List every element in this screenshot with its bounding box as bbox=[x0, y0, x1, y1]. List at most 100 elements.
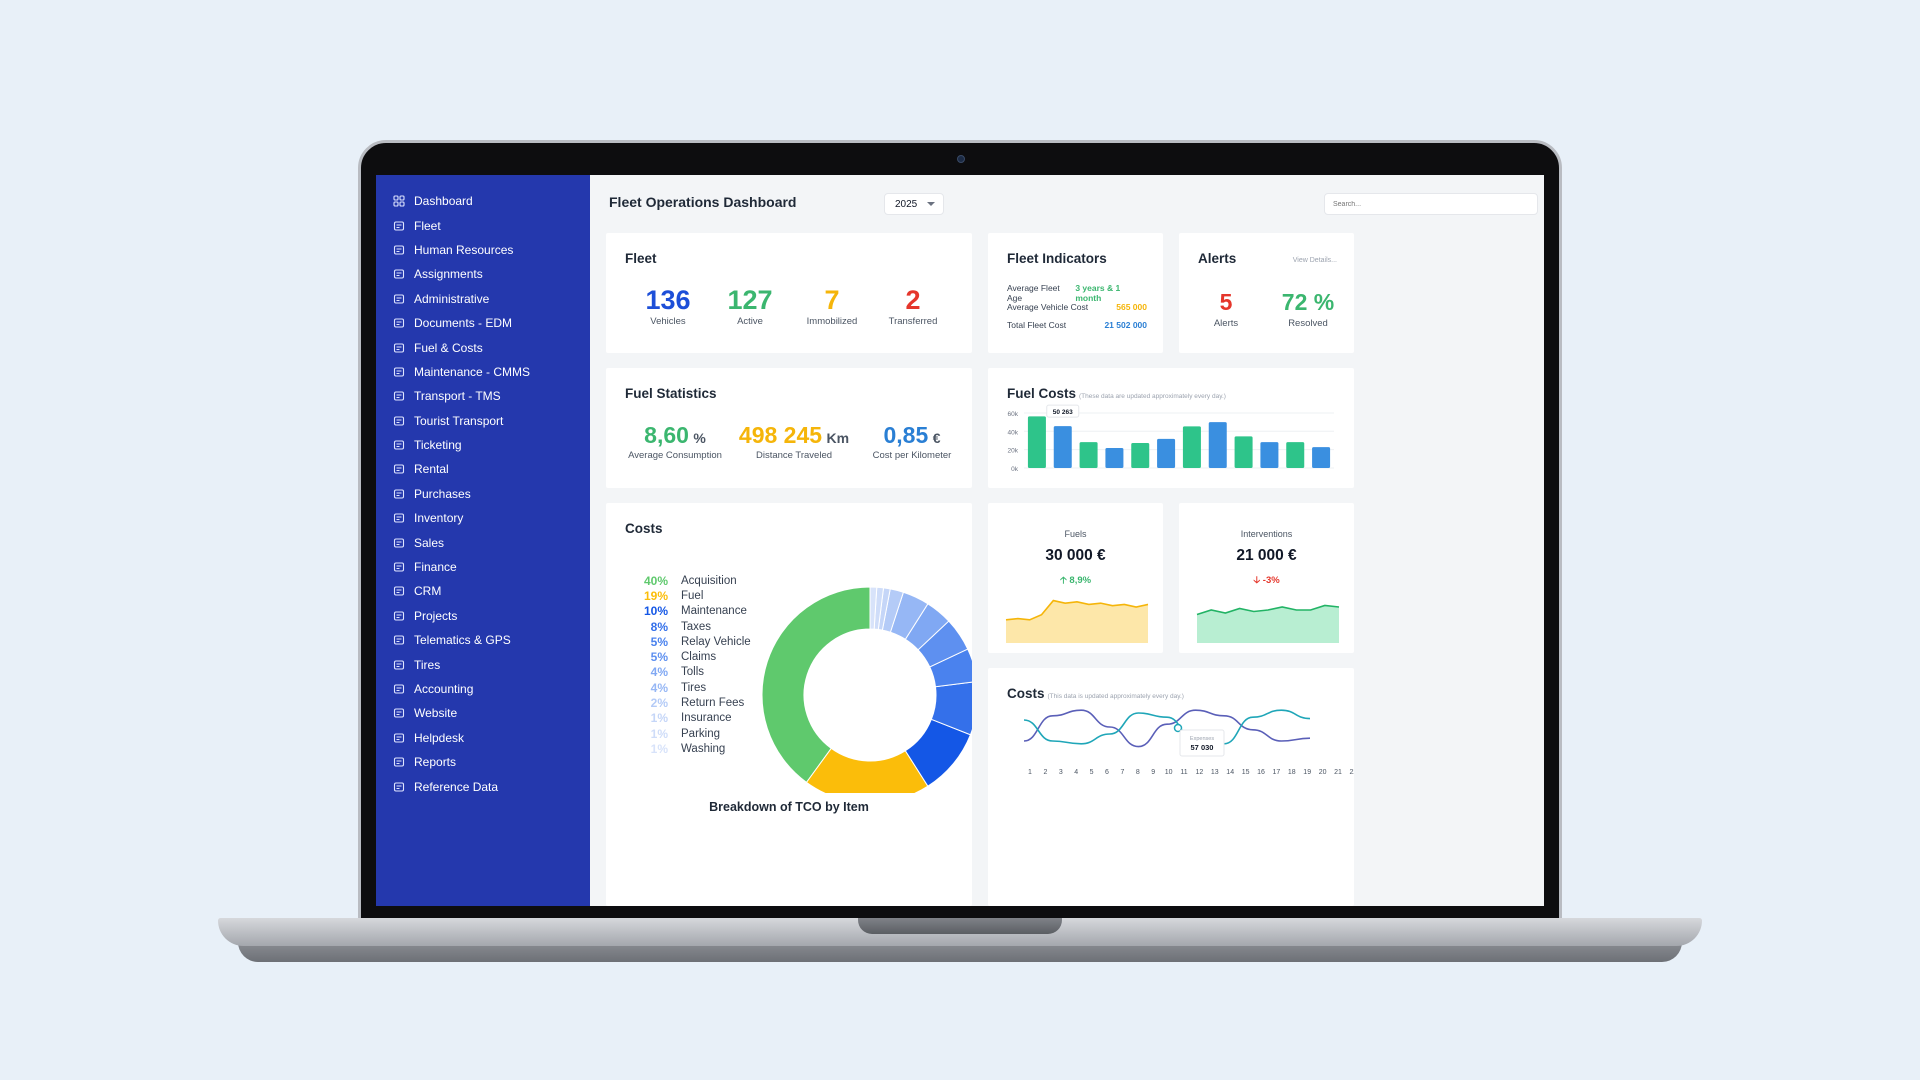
fleet-title: Fleet bbox=[625, 251, 657, 266]
y-tick-label: 20k bbox=[1008, 448, 1019, 455]
bar[interactable] bbox=[1260, 442, 1279, 468]
sidebar-item-fuel-costs[interactable]: Fuel & Costs bbox=[376, 335, 590, 359]
settings-icon bbox=[392, 780, 405, 793]
fuel-costs-card: Fuel Costs (These data are updated approx… bbox=[988, 368, 1354, 488]
screen: Dashboard Fleet Human Resources Assignments… bbox=[376, 175, 1544, 906]
line-tooltip bbox=[1179, 729, 1225, 757]
fleet-stat-transferred: 2 Transferred bbox=[868, 285, 958, 327]
sidebar-item-accounting[interactable]: Accounting bbox=[376, 677, 590, 701]
rocket-icon bbox=[392, 609, 405, 622]
sidebar-item-website[interactable]: Website bbox=[376, 701, 590, 725]
sidebar-item-reference-data[interactable]: Reference Data bbox=[376, 774, 590, 798]
sidebar-item-label: Website bbox=[414, 706, 458, 721]
sidebar-item-tires[interactable]: Tires bbox=[376, 652, 590, 676]
chat-icon bbox=[392, 731, 405, 744]
indicator-label: Total Fleet Cost bbox=[1007, 320, 1067, 330]
sidebar: Dashboard Fleet Human Resources Assignments… bbox=[376, 175, 590, 906]
indicator-value: 565 000 bbox=[1116, 302, 1147, 312]
sidebar-item-label: Sales bbox=[414, 535, 445, 550]
sidebar-item-label: Dashboard bbox=[414, 194, 473, 209]
sidebar-item-label: Telematics & GPS bbox=[414, 633, 511, 648]
x-tick-label: 11 bbox=[1180, 769, 1187, 776]
sidebar-item-inventory[interactable]: Inventory bbox=[376, 506, 590, 530]
sidebar-item-projects[interactable]: Projects bbox=[376, 604, 590, 628]
bar[interactable] bbox=[1182, 426, 1201, 468]
tco-donut-chart bbox=[761, 586, 972, 793]
legend-name: Claims bbox=[681, 651, 717, 664]
donut-slice[interactable] bbox=[869, 586, 878, 630]
year-select[interactable]: 2025 bbox=[884, 193, 944, 215]
tooltip-value: 57 030 bbox=[1191, 743, 1214, 752]
sidebar-item-documents-edm[interactable]: Documents - EDM bbox=[376, 311, 590, 335]
stat-value: 498 245 bbox=[738, 422, 823, 448]
truck-icon bbox=[392, 390, 405, 403]
line-marker bbox=[1173, 723, 1183, 733]
legend-item: 5% Relay Vehicle bbox=[638, 634, 751, 649]
stat-value: 8,60 bbox=[644, 422, 689, 448]
costs-card: Costs 40% Acquisition 19% Fuel 10% Maintenanc… bbox=[606, 503, 972, 906]
bar[interactable] bbox=[1131, 443, 1150, 468]
bar[interactable] bbox=[1208, 422, 1227, 468]
arrow-down-icon: 🡣 bbox=[1253, 575, 1261, 586]
bar[interactable] bbox=[1234, 436, 1253, 468]
sidebar-item-label: Rental bbox=[414, 462, 449, 477]
legend-item: 4% Tires bbox=[638, 680, 751, 695]
sidebar-item-label: CRM bbox=[414, 584, 442, 599]
x-tick-label: 14 bbox=[1226, 769, 1234, 776]
sidebar-item-ticketing[interactable]: Ticketing bbox=[376, 433, 590, 457]
y-tick-label: 0k bbox=[1011, 466, 1019, 473]
bar[interactable] bbox=[1105, 448, 1124, 468]
x-tick-label: 4 bbox=[1074, 769, 1078, 776]
sidebar-item-fleet[interactable]: Fleet bbox=[376, 213, 590, 237]
sidebar-item-administrative[interactable]: Administrative bbox=[376, 287, 590, 311]
sidebar-item-assignments[interactable]: Assignments bbox=[376, 262, 590, 286]
sidebar-item-label: Accounting bbox=[414, 682, 474, 696]
x-tick-label: 1 bbox=[1028, 769, 1032, 776]
sidebar-item-finance[interactable]: Finance bbox=[376, 555, 590, 579]
fuel-stat-distance: 498 245 Km Distance Traveled bbox=[724, 422, 864, 461]
tooltip-label: Expenses bbox=[1190, 736, 1214, 742]
legend-item: 8% Taxes bbox=[638, 619, 751, 634]
alerts-stat-count: 5 Alerts bbox=[1181, 287, 1271, 329]
stat-unit: % bbox=[693, 430, 706, 446]
search-input[interactable] bbox=[1324, 193, 1538, 215]
key-icon bbox=[392, 463, 405, 476]
sidebar-item-crm[interactable]: CRM bbox=[376, 579, 590, 603]
sidebar-item-maintenance-cmms[interactable]: Maintenance - CMMS bbox=[376, 360, 590, 384]
donut-slice[interactable] bbox=[761, 586, 871, 784]
bar[interactable] bbox=[1027, 416, 1046, 468]
stat-label: Active bbox=[737, 316, 763, 327]
ticket-icon bbox=[392, 439, 405, 452]
sidebar-item-tourist-transport[interactable]: Tourist Transport bbox=[376, 409, 590, 433]
sidebar-item-helpdesk[interactable]: Helpdesk bbox=[376, 726, 590, 750]
sidebar-item-reports[interactable]: Reports bbox=[376, 750, 590, 774]
bus-icon bbox=[392, 414, 405, 427]
bar[interactable] bbox=[1312, 447, 1331, 468]
sidebar-item-purchases[interactable]: Purchases bbox=[376, 482, 590, 506]
sidebar-item-rental[interactable]: Rental bbox=[376, 457, 590, 481]
stat-value: 5 bbox=[1219, 289, 1233, 315]
sidebar-item-label: Tires bbox=[414, 657, 441, 672]
legend-item: 1% Insurance bbox=[638, 711, 751, 726]
sidebar-item-sales[interactable]: Sales bbox=[376, 530, 590, 554]
x-tick-label: 9 bbox=[1151, 769, 1155, 776]
sidebar-item-telematics-gps[interactable]: Telematics & GPS bbox=[376, 628, 590, 652]
sidebar-item-label: Ticketing bbox=[414, 438, 462, 453]
tire-icon bbox=[392, 658, 405, 671]
legend-percent: 1% bbox=[650, 711, 668, 726]
location-pin-icon bbox=[392, 634, 405, 647]
sidebar-item-transport-tms[interactable]: Transport - TMS bbox=[376, 384, 590, 408]
sidebar-item-dashboard[interactable]: Dashboard bbox=[376, 189, 590, 213]
bar[interactable] bbox=[1079, 442, 1098, 468]
alerts-title: Alerts bbox=[1198, 251, 1237, 266]
view-details-link[interactable]: View Details... bbox=[1292, 257, 1337, 264]
bar[interactable] bbox=[1053, 426, 1072, 468]
legend-name: Tires bbox=[681, 681, 707, 694]
stat-value: 2 bbox=[905, 285, 921, 315]
bar[interactable] bbox=[1286, 442, 1305, 468]
bar[interactable] bbox=[1157, 438, 1176, 468]
sidebar-item-label: Fuel & Costs bbox=[414, 340, 483, 355]
donut-slice[interactable] bbox=[930, 681, 972, 736]
stat-label: Vehicles bbox=[650, 316, 686, 327]
sidebar-item-human-resources[interactable]: Human Resources bbox=[376, 238, 590, 262]
